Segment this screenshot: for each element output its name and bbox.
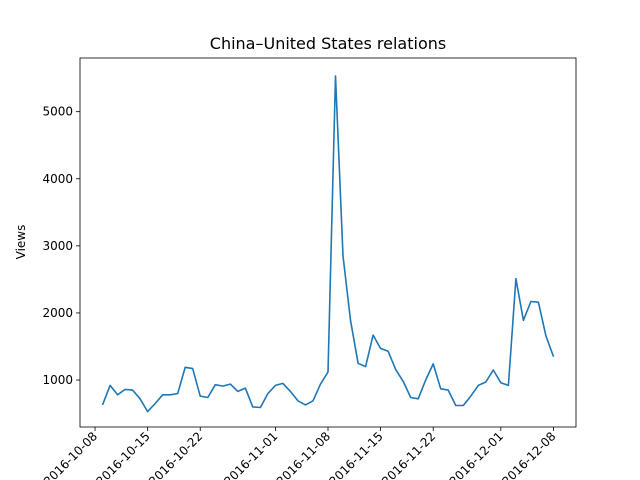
series-line bbox=[101, 75, 555, 413]
y-tick-label: 1000 bbox=[42, 373, 73, 387]
y-axis-label: Views bbox=[14, 225, 28, 260]
y-tick-label: 5000 bbox=[42, 105, 73, 119]
chart-title: China–United States relations bbox=[210, 34, 446, 53]
y-tick-label: 2000 bbox=[42, 306, 73, 320]
y-tick-label: 4000 bbox=[42, 172, 73, 186]
y-tick-label: 3000 bbox=[42, 239, 73, 253]
plot-frame bbox=[79, 57, 577, 428]
y-axis: 1000 2000 3000 4000 5000 bbox=[42, 105, 80, 387]
